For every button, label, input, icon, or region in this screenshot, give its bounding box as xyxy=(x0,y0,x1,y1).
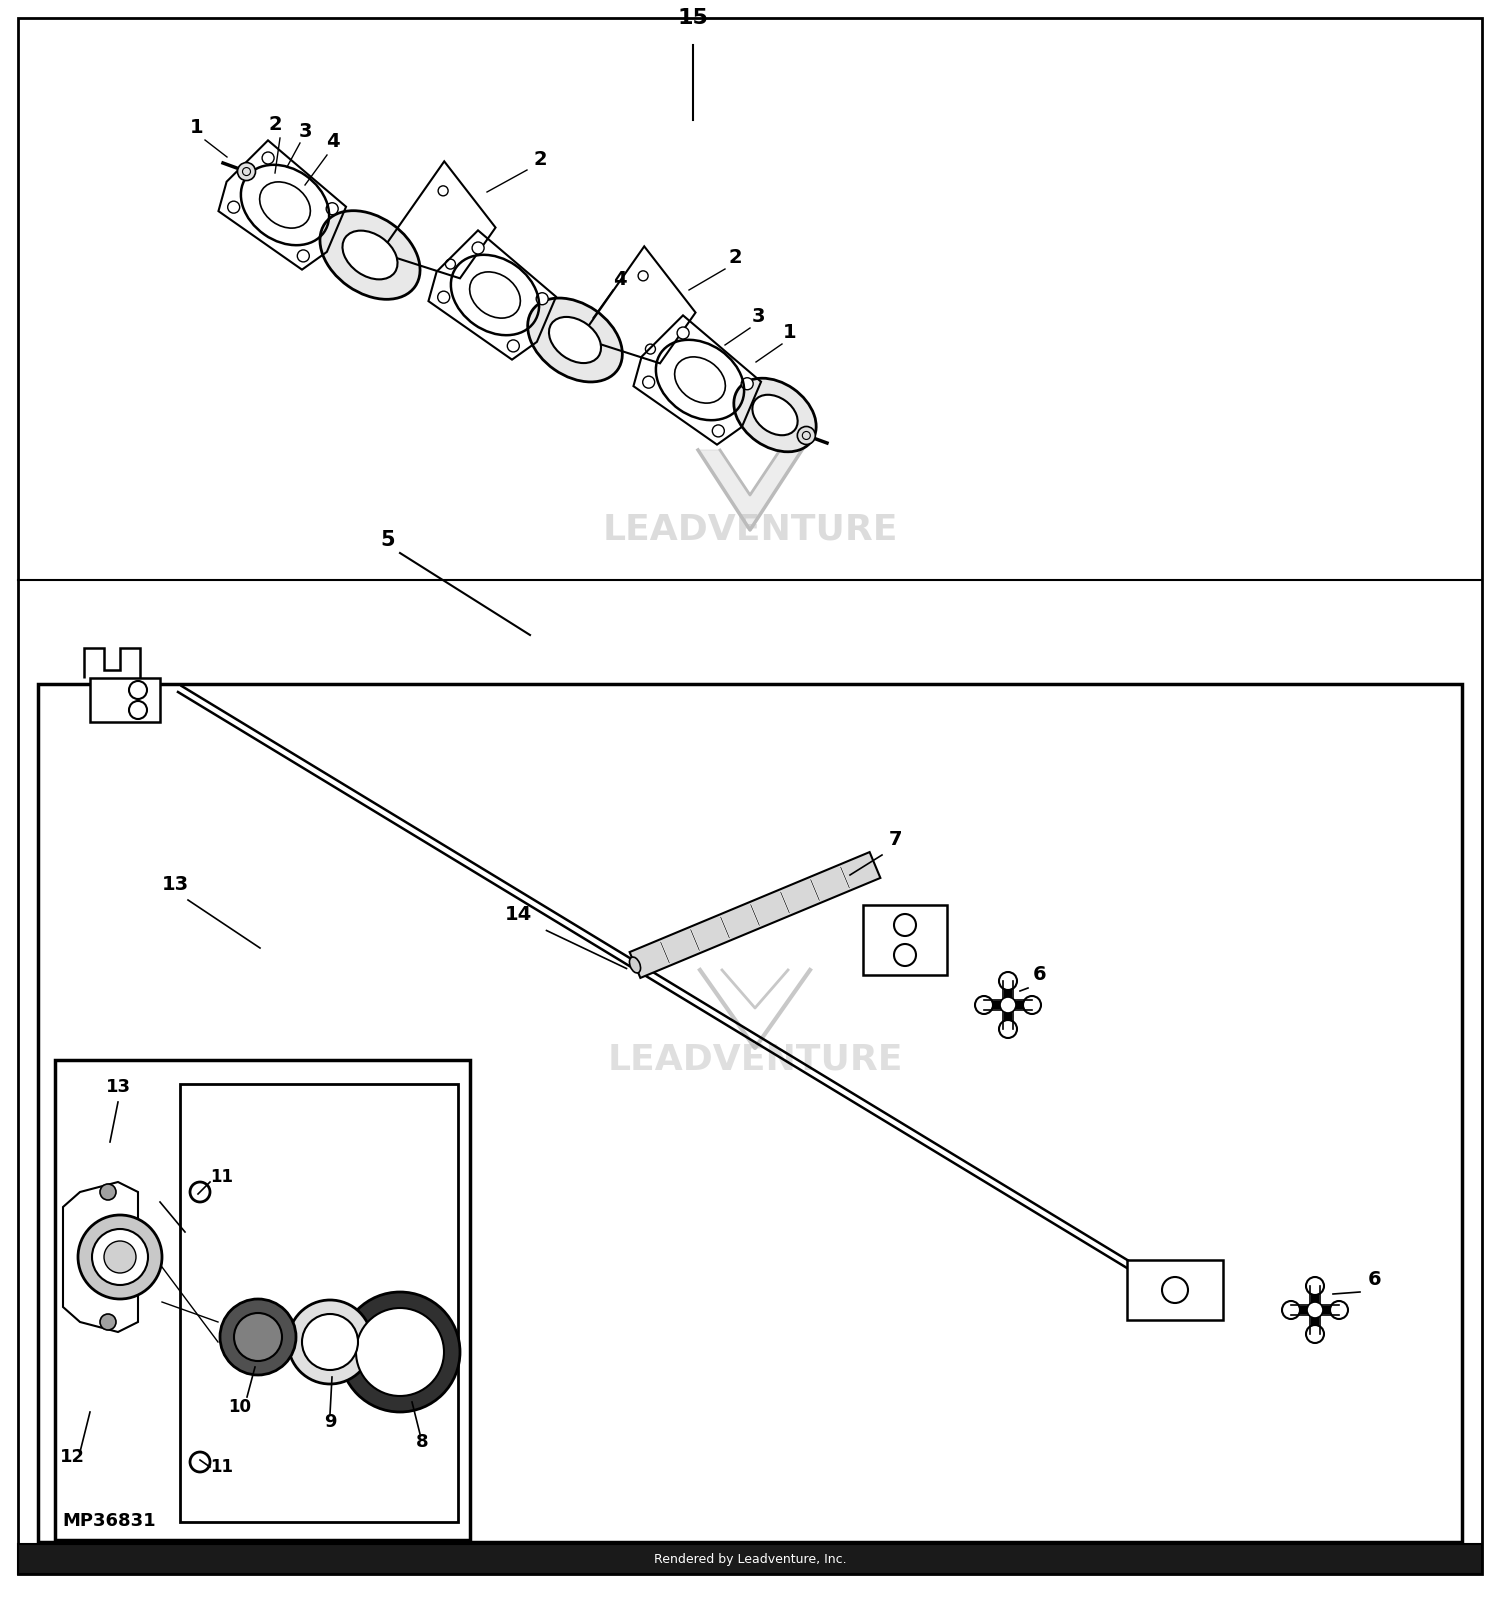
Circle shape xyxy=(302,1314,358,1371)
Circle shape xyxy=(642,376,654,388)
Circle shape xyxy=(262,152,274,164)
Circle shape xyxy=(975,996,993,1014)
Text: LEADVENTURE: LEADVENTURE xyxy=(602,513,897,547)
Text: 6: 6 xyxy=(1034,965,1047,985)
Polygon shape xyxy=(90,678,160,722)
Text: 2: 2 xyxy=(532,149,548,169)
Text: 11: 11 xyxy=(210,1168,234,1186)
Circle shape xyxy=(645,344,656,354)
Text: 2: 2 xyxy=(728,248,742,268)
Circle shape xyxy=(288,1299,372,1384)
Text: 8: 8 xyxy=(416,1432,429,1452)
Circle shape xyxy=(1306,1302,1323,1319)
Circle shape xyxy=(1023,996,1041,1014)
Ellipse shape xyxy=(630,957,640,973)
Ellipse shape xyxy=(753,394,798,435)
Ellipse shape xyxy=(528,298,622,381)
Circle shape xyxy=(129,701,147,719)
Circle shape xyxy=(1282,1301,1300,1319)
Circle shape xyxy=(741,378,753,389)
Polygon shape xyxy=(698,449,802,530)
Text: 9: 9 xyxy=(324,1413,336,1431)
Text: 1: 1 xyxy=(190,118,204,136)
Circle shape xyxy=(190,1452,210,1473)
Bar xyxy=(18,1544,1482,1573)
Circle shape xyxy=(712,425,724,436)
Polygon shape xyxy=(1126,1260,1222,1320)
Circle shape xyxy=(798,427,816,444)
Circle shape xyxy=(446,260,456,269)
Ellipse shape xyxy=(549,316,602,363)
Text: MP36831: MP36831 xyxy=(62,1512,156,1530)
Text: 7: 7 xyxy=(888,830,902,848)
Text: 4: 4 xyxy=(326,131,340,151)
Circle shape xyxy=(438,187,448,196)
Text: 6: 6 xyxy=(1368,1270,1382,1289)
Text: Rendered by Leadventure, Inc.: Rendered by Leadventure, Inc. xyxy=(654,1552,846,1565)
Circle shape xyxy=(356,1307,444,1397)
Text: 11: 11 xyxy=(210,1458,234,1476)
Circle shape xyxy=(297,250,309,261)
Text: 1: 1 xyxy=(783,323,796,342)
Circle shape xyxy=(104,1241,136,1273)
Circle shape xyxy=(676,328,688,339)
Polygon shape xyxy=(630,852,880,978)
Circle shape xyxy=(638,271,648,281)
Text: 5: 5 xyxy=(381,530,396,550)
Text: 2: 2 xyxy=(268,115,282,135)
Circle shape xyxy=(326,203,338,214)
Circle shape xyxy=(536,292,548,305)
Text: 3: 3 xyxy=(298,122,312,141)
Circle shape xyxy=(78,1215,162,1299)
Ellipse shape xyxy=(342,230,398,279)
Text: 13: 13 xyxy=(105,1079,130,1096)
Text: 3: 3 xyxy=(752,307,765,326)
Circle shape xyxy=(507,341,519,352)
Circle shape xyxy=(129,681,147,699)
Circle shape xyxy=(220,1299,296,1375)
Text: 15: 15 xyxy=(678,8,708,28)
Polygon shape xyxy=(862,905,946,975)
Circle shape xyxy=(234,1312,282,1361)
Ellipse shape xyxy=(320,211,420,300)
Circle shape xyxy=(1330,1301,1348,1319)
Circle shape xyxy=(340,1293,460,1413)
Circle shape xyxy=(100,1184,116,1200)
Circle shape xyxy=(1000,998,1016,1014)
Circle shape xyxy=(999,1020,1017,1038)
Circle shape xyxy=(92,1229,148,1285)
Polygon shape xyxy=(63,1182,138,1332)
Circle shape xyxy=(472,242,484,255)
Circle shape xyxy=(1306,1325,1324,1343)
Circle shape xyxy=(1162,1277,1188,1302)
Circle shape xyxy=(438,292,450,303)
Circle shape xyxy=(228,201,240,212)
Ellipse shape xyxy=(734,378,816,453)
Bar xyxy=(56,1061,470,1539)
Text: 12: 12 xyxy=(60,1448,84,1466)
Circle shape xyxy=(999,972,1017,989)
Text: 13: 13 xyxy=(162,874,189,894)
Bar xyxy=(38,684,1462,1543)
Circle shape xyxy=(237,162,255,180)
Circle shape xyxy=(1306,1277,1324,1294)
Text: 4: 4 xyxy=(614,269,627,289)
Text: 14: 14 xyxy=(506,905,532,925)
Circle shape xyxy=(894,944,916,967)
Text: LEADVENTURE: LEADVENTURE xyxy=(608,1043,903,1077)
Circle shape xyxy=(190,1182,210,1202)
Circle shape xyxy=(894,915,916,936)
Bar xyxy=(180,1083,458,1521)
Circle shape xyxy=(100,1314,116,1330)
Text: 10: 10 xyxy=(228,1398,252,1416)
